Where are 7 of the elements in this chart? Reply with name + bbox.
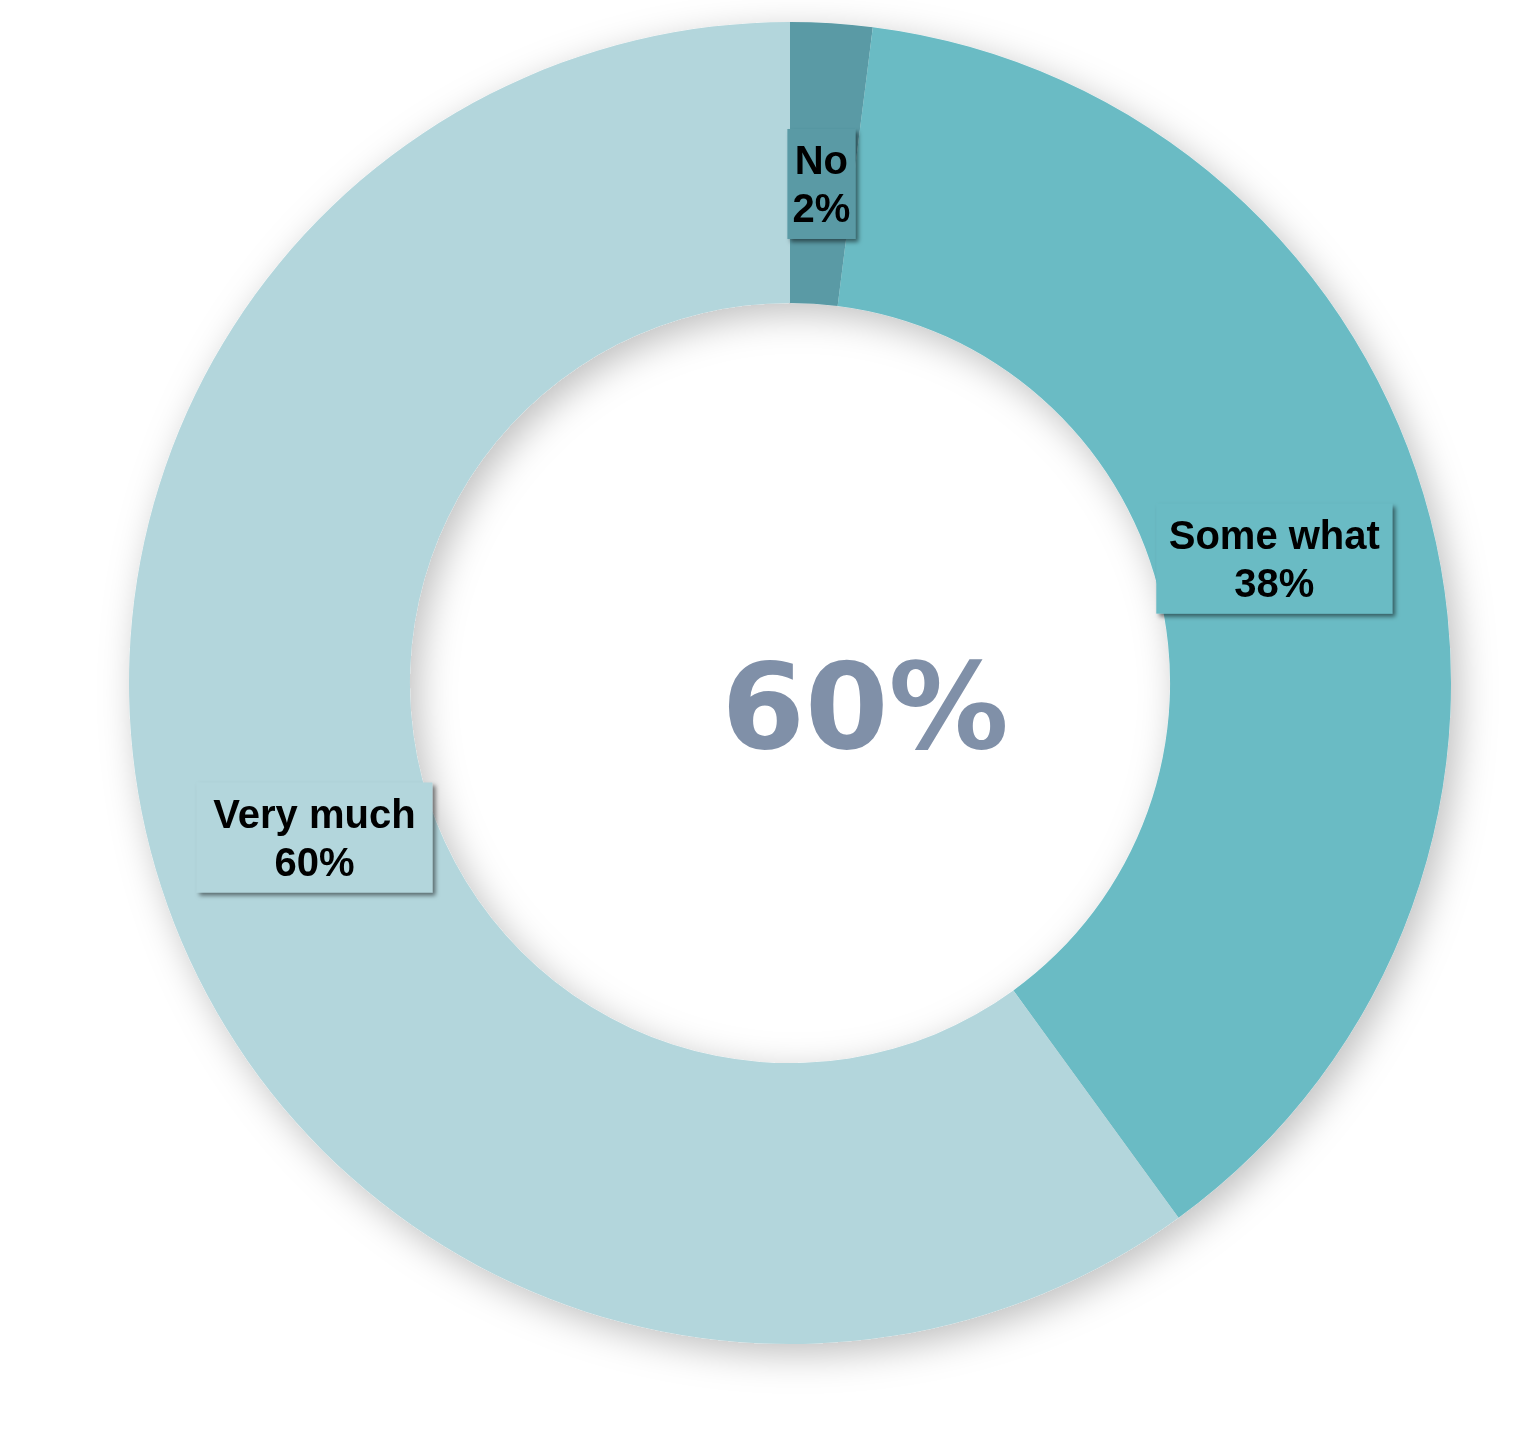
data-label: 38% (1234, 560, 1315, 605)
slice-label: No (794, 137, 849, 182)
text: 60% (721, 637, 1009, 776)
slice-label: Some what (1168, 512, 1380, 557)
data-label: 2% (792, 185, 851, 230)
slice-label: Very much (213, 791, 416, 836)
data-label: 60% (274, 839, 355, 884)
